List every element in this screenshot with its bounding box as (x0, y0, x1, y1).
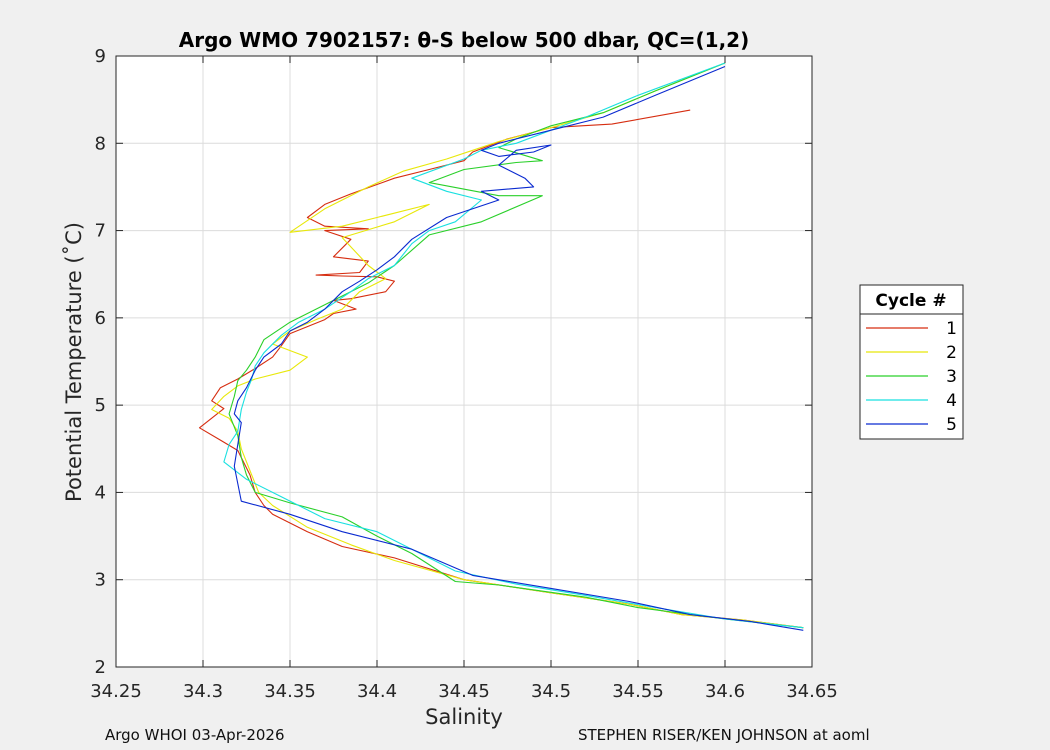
x-tick-label: 34.65 (786, 681, 838, 702)
x-axis-label: Salinity (425, 705, 503, 729)
legend-title: Cycle # (875, 291, 946, 311)
x-tick-label: 34.5 (531, 681, 571, 702)
y-tick-label: 6 (95, 308, 106, 329)
x-tick-label: 34.25 (90, 681, 142, 702)
legend-label-cycle-2: 2 (946, 343, 957, 363)
series-line-cycle-2 (211, 62, 804, 629)
series-layer (198, 62, 804, 631)
x-tick-label: 34.55 (612, 681, 664, 702)
legend-label-cycle-4: 4 (946, 391, 957, 411)
series-line-cycle-1 (198, 109, 804, 629)
legend-box (859, 284, 964, 440)
chart-title: Argo WMO 7902157: θ-S below 500 dbar, QC… (179, 28, 749, 52)
y-tick-label: 4 (95, 482, 106, 503)
y-tick-label: 8 (95, 133, 106, 154)
footer-source: Argo WHOI 03-Apr-2026 (105, 726, 285, 744)
x-axis-ticks: 34.25 34.3 34.35 34.4 34.45 34.5 34.55 34.6 34.6… (90, 56, 838, 702)
y-tick-label: 7 (95, 221, 106, 242)
footer-credits: STEPHEN RISER/KEN JOHNSON at aoml (578, 726, 870, 744)
x-tick-label: 34.35 (264, 681, 316, 702)
x-tick-label: 34.3 (183, 681, 223, 702)
legend-label-cycle-1: 1 (946, 319, 957, 339)
series-line-cycle-5 (233, 65, 804, 631)
y-axis-ticks: 2 3 4 5 6 7 8 9 (95, 46, 812, 678)
series-line-cycle-3 (228, 62, 804, 629)
series-line-cycle-4 (223, 62, 804, 629)
x-tick-label: 34.45 (438, 681, 490, 702)
y-tick-label: 3 (95, 570, 106, 591)
y-tick-label: 9 (95, 46, 106, 67)
y-axis-label: Potential Temperature (˚C) (62, 222, 86, 502)
y-tick-label: 5 (95, 395, 106, 416)
legend-label-cycle-5: 5 (946, 415, 957, 435)
y-tick-label: 2 (95, 657, 106, 678)
legend: Cycle # 1 2 3 4 5 (859, 284, 964, 440)
x-tick-label: 34.6 (705, 681, 745, 702)
legend-entries: 1 2 3 4 5 (866, 319, 957, 435)
x-tick-label: 34.4 (357, 681, 397, 702)
legend-label-cycle-3: 3 (946, 367, 957, 387)
